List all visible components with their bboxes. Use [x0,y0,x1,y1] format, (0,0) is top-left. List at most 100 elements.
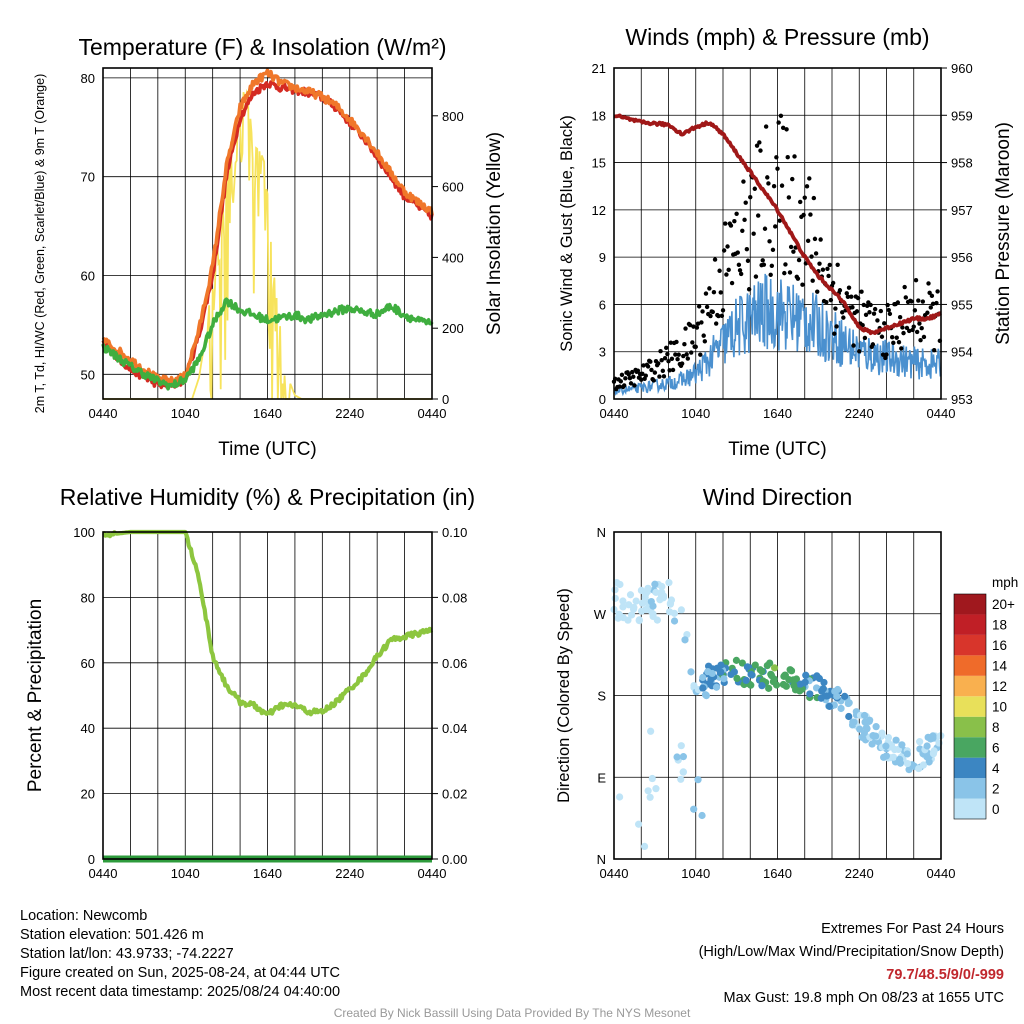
gust-point [694,325,700,330]
gust-point [631,374,636,379]
gust-point [811,195,817,201]
x-tick-label: 0440 [927,866,956,881]
gust-point [891,340,896,346]
y2-tick-label: 0.02 [442,787,467,802]
gust-point [726,267,731,273]
direction-point [611,586,619,594]
gust-point [863,312,869,317]
colorbar-label: 18 [992,618,1007,633]
direction-point [856,725,864,733]
direction-point [834,685,842,694]
gust-point [878,308,884,314]
direction-point [652,588,660,596]
series-dewpoint [101,297,434,391]
gust-point [860,323,865,328]
y-axis-label: Direction (Colored By Speed) [555,588,573,803]
gust-point [827,262,832,268]
direction-point [611,594,619,602]
gust-point [917,321,922,326]
gust-point [849,294,854,299]
gust-point [927,290,932,296]
direction-point [628,611,636,619]
gust-point [681,353,686,359]
direction-point [765,684,773,692]
gust-point [826,273,831,279]
gust-point [810,278,815,283]
gust-point [896,340,902,345]
gust-point [861,302,866,308]
direction-point [646,793,654,801]
y-tick-label: 0 [599,392,606,407]
gust-point [879,334,885,339]
colorbar-label: 10 [992,700,1007,715]
gust-point [862,335,868,341]
y-tick-label: 80 [81,71,95,86]
gust-point [886,307,891,313]
gust-point [716,313,721,319]
gust-point [851,343,856,348]
gust-point [622,383,627,388]
direction-point [929,734,937,742]
direction-point [791,686,800,694]
gust-point [812,236,818,242]
y-tick-label: W [594,607,607,622]
direction-point [698,811,706,820]
direction-point [896,755,904,763]
y-tick-label: N [597,525,606,540]
direction-point [699,673,707,682]
y-axis-label: Sonic Wind & Gust (Blue, Black) [558,115,576,352]
direction-point [747,670,755,678]
direction-point [758,667,766,675]
gust-point [840,310,845,315]
x-tick-label: 0440 [89,406,118,421]
gust-point [921,334,927,340]
gust-point [639,377,644,382]
gust-point [889,335,895,340]
gust-point [800,282,805,287]
direction-point [702,692,710,700]
gust-point [668,340,673,345]
x-tick-label: 0440 [600,406,629,421]
y-tick-label: 15 [592,156,606,171]
direction-point [751,661,759,669]
direction-point [656,596,664,604]
gust-point [661,374,667,379]
gust-point [817,261,822,266]
y-tick-label: 70 [81,170,95,185]
location-text: Location: Newcomb [20,908,148,924]
y2-tick-label: 0.06 [442,656,467,671]
gust-point [841,315,846,320]
gust-point [928,305,933,310]
gust-point [662,356,668,361]
chart-title: Temperature (F) & Insolation (W/m²) [78,34,446,60]
colorbar-label: 8 [992,720,1000,735]
gust-point [833,306,838,311]
direction-point [670,609,679,617]
gust-point [701,333,706,338]
gust-point [619,372,625,378]
gust-point [771,184,777,189]
gust-point [871,311,877,316]
x-tick-label: 1040 [681,866,710,881]
y2-tick-label: 0.04 [442,721,467,736]
gust-point [828,297,834,303]
colorbar-swatch [954,675,986,697]
direction-point [690,681,698,690]
direction-point [732,656,741,664]
direction-point [817,694,825,702]
station-info: Location: Newcomb Station elevation: 501… [20,907,340,1002]
gust-point [746,287,752,292]
gust-point [824,299,829,305]
gust-point [656,361,661,366]
gust-point [753,274,759,279]
direction-point [632,597,640,605]
direction-point [903,759,912,768]
direction-point [644,584,652,592]
gust-point [738,271,744,277]
direction-point [730,668,738,676]
wind-line [613,273,942,397]
gust-point [805,238,811,243]
gust-point [667,368,672,373]
x-axis-label: Time (UTC) [218,439,317,460]
